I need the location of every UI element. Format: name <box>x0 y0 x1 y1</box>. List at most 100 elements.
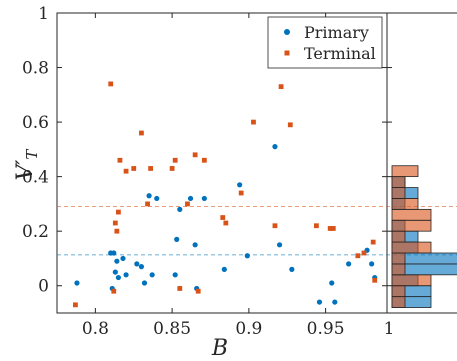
point-terminal <box>238 190 244 196</box>
histogram-bar-terminal <box>391 208 432 221</box>
point-terminal <box>139 130 144 136</box>
point-primary <box>141 280 148 286</box>
point-primary <box>369 261 375 267</box>
point-terminal <box>115 209 121 215</box>
legend-label-primary: Primary <box>304 23 369 42</box>
point-primary <box>146 193 152 199</box>
histogram-x-tick-label: 1 <box>384 319 395 339</box>
point-terminal <box>327 226 333 231</box>
y-tick-label: 0 <box>38 277 49 297</box>
x-tick-label: 0.85 <box>153 319 191 339</box>
histogram-bar-terminal <box>391 165 419 178</box>
histogram-bar-terminal <box>391 187 406 199</box>
histogram-bar-terminal <box>391 274 432 287</box>
histogram-axes-frame <box>386 12 457 314</box>
y-tick-label: 0.2 <box>22 222 49 242</box>
point-primary <box>123 272 129 278</box>
point-primary <box>201 195 207 202</box>
point-terminal <box>192 152 198 158</box>
point-primary <box>237 182 243 188</box>
histogram-bar-terminal <box>391 176 406 188</box>
y-tick-label: 1 <box>38 4 49 24</box>
point-primary <box>134 261 140 267</box>
point-primary <box>187 195 194 202</box>
point-primary <box>138 264 145 270</box>
point-terminal <box>169 166 175 171</box>
legend-label-terminal: Terminal <box>304 44 376 63</box>
point-terminal <box>287 122 293 128</box>
legend-marker-primary <box>284 29 290 35</box>
histogram-bar-terminal <box>391 252 406 265</box>
point-terminal <box>330 226 336 231</box>
legend-marker-terminal <box>284 50 290 56</box>
point-primary <box>244 253 250 259</box>
y-axis-label-subscript: T <box>23 149 41 160</box>
histogram-ticks: 1 <box>384 12 395 339</box>
point-terminal <box>372 277 378 283</box>
point-terminal <box>148 166 154 171</box>
point-terminal <box>220 215 226 220</box>
svg-text:V′T: V′T <box>13 149 41 181</box>
y-tick-label: 0.4 <box>22 168 49 188</box>
legend: Primary Terminal <box>267 16 383 69</box>
point-primary <box>174 236 180 242</box>
point-terminal <box>117 157 123 163</box>
point-primary <box>172 272 178 278</box>
point-terminal <box>172 157 178 163</box>
histogram-bar-terminal <box>391 241 432 254</box>
point-primary <box>192 242 198 248</box>
point-terminal <box>111 288 117 294</box>
point-primary <box>289 266 295 272</box>
point-terminal <box>355 253 361 259</box>
point-terminal <box>313 223 319 229</box>
mean-lines <box>57 206 457 256</box>
point-terminal <box>195 288 201 294</box>
point-primary <box>114 258 120 264</box>
point-terminal <box>114 228 120 234</box>
point-terminal <box>73 302 78 308</box>
point-primary <box>346 261 352 267</box>
point-primary <box>329 280 335 286</box>
y-tick-label: 0.6 <box>22 113 49 133</box>
point-terminal <box>278 84 284 90</box>
point-terminal <box>145 201 150 207</box>
histogram-bar-terminal <box>391 285 406 298</box>
histogram-bar-terminal <box>391 263 406 276</box>
point-primary <box>316 299 323 305</box>
point-primary <box>154 195 160 202</box>
legend-box <box>267 16 383 69</box>
point-terminal <box>177 286 183 291</box>
point-primary <box>111 250 117 256</box>
point-primary <box>74 280 80 286</box>
x-tick-label: 0.95 <box>307 319 345 339</box>
point-primary <box>332 299 338 305</box>
point-terminal <box>361 250 367 256</box>
point-terminal <box>201 157 207 163</box>
x-axis-label: B <box>211 336 228 361</box>
y-axis-label: V′T <box>13 149 41 181</box>
point-terminal <box>123 168 129 174</box>
point-primary <box>276 242 283 248</box>
point-primary <box>149 272 155 278</box>
point-terminal <box>108 81 114 87</box>
point-terminal <box>223 220 229 226</box>
point-primary <box>120 255 126 262</box>
point-primary <box>112 269 118 275</box>
point-terminal <box>131 166 137 171</box>
point-terminal <box>251 119 256 125</box>
point-terminal <box>370 239 376 245</box>
point-primary <box>221 266 227 272</box>
histogram-bars <box>391 165 457 308</box>
histogram-bar-terminal <box>391 296 406 308</box>
histogram-bar-terminal <box>391 230 406 243</box>
histogram-bar-terminal <box>391 219 432 232</box>
point-terminal <box>112 220 118 226</box>
y-tick-label: 0.8 <box>22 59 49 79</box>
scatter-points <box>73 81 378 308</box>
y-axis-label-main: V′ <box>13 160 38 181</box>
scatter-ticks: 0.8 0.85 0.9 0.95 0 0.2 0.4 0.6 0.8 1 <box>22 4 387 339</box>
x-tick-label: 0.8 <box>82 319 109 339</box>
histogram-bar-terminal <box>391 198 419 210</box>
point-primary <box>272 144 278 150</box>
